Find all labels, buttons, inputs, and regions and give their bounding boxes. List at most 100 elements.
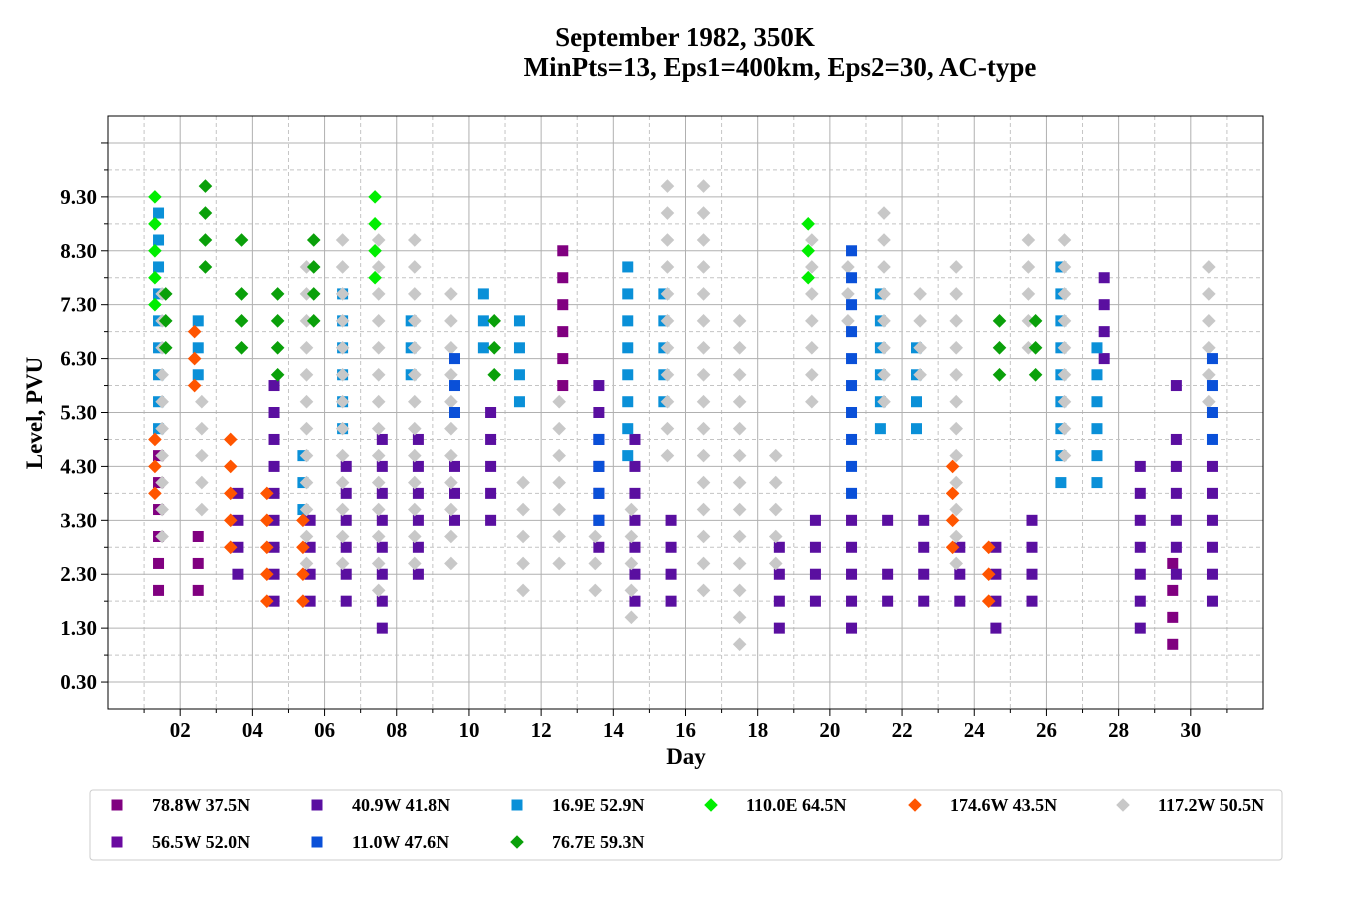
data-point <box>1202 314 1216 328</box>
x-tick-label: 18 <box>747 718 768 742</box>
data-point <box>299 448 314 463</box>
x-axis-label: Day <box>666 744 706 769</box>
data-point <box>1206 460 1218 472</box>
data-point <box>371 475 386 490</box>
data-point <box>270 367 285 382</box>
data-point <box>990 622 1002 634</box>
data-point <box>990 595 1002 607</box>
data-point <box>412 568 424 580</box>
data-point <box>1202 260 1216 274</box>
data-point <box>335 341 350 355</box>
data-point <box>1057 394 1072 409</box>
data-point <box>192 557 204 569</box>
data-point <box>660 260 675 274</box>
data-point <box>444 314 458 328</box>
data-point <box>552 556 566 571</box>
data-point <box>516 502 530 517</box>
data-point <box>153 584 165 596</box>
y-tick-label: 0.30 <box>60 670 97 694</box>
data-point <box>732 394 747 409</box>
data-point <box>846 245 858 257</box>
data-point <box>340 487 352 499</box>
data-point <box>260 567 274 582</box>
data-point <box>805 314 819 328</box>
data-point <box>198 260 213 274</box>
data-point <box>1134 487 1146 499</box>
data-point <box>195 421 209 436</box>
data-point <box>444 502 458 517</box>
data-point <box>665 595 677 607</box>
data-point <box>192 584 204 596</box>
data-point <box>660 206 675 220</box>
data-point <box>1057 367 1072 382</box>
data-point <box>593 380 605 392</box>
data-point <box>696 179 711 193</box>
data-point <box>376 568 388 580</box>
data-point <box>187 378 202 393</box>
data-point <box>1202 287 1216 301</box>
data-point <box>306 260 321 274</box>
data-point <box>485 514 497 526</box>
data-point <box>299 314 314 328</box>
data-point <box>407 529 422 544</box>
data-point <box>371 529 386 544</box>
data-point <box>368 190 382 204</box>
data-point <box>732 314 747 328</box>
data-point <box>846 433 858 445</box>
data-point <box>805 394 819 409</box>
data-point <box>696 287 711 301</box>
data-point <box>773 541 785 553</box>
data-point <box>407 502 422 517</box>
data-point <box>732 367 747 382</box>
data-point <box>371 233 386 247</box>
data-point <box>335 367 350 382</box>
data-point <box>877 206 891 220</box>
data-point <box>552 394 566 409</box>
data-point <box>1091 450 1103 462</box>
data-point <box>371 287 386 301</box>
data-point <box>949 394 964 409</box>
data-point <box>846 353 858 365</box>
data-point <box>624 556 639 571</box>
data-point <box>622 423 634 435</box>
data-point <box>234 233 249 247</box>
y-tick-label: 1.30 <box>60 616 97 640</box>
data-point <box>1091 423 1103 435</box>
data-point <box>407 421 422 436</box>
data-point <box>234 314 249 328</box>
data-point <box>513 369 525 381</box>
x-tick-label: 12 <box>531 718 552 742</box>
data-point <box>732 610 747 625</box>
data-point <box>1057 421 1072 436</box>
data-point <box>945 540 960 555</box>
data-point <box>732 502 747 517</box>
data-point <box>376 514 388 526</box>
data-point <box>846 487 858 499</box>
data-point <box>981 594 996 608</box>
legend-marker <box>908 798 922 812</box>
data-point <box>223 459 238 474</box>
legend-marker <box>311 836 323 848</box>
data-points <box>148 179 1218 652</box>
data-point <box>1091 342 1103 354</box>
data-point <box>949 475 964 490</box>
data-point <box>1134 514 1146 526</box>
data-point <box>588 583 603 598</box>
grid <box>108 116 1263 709</box>
data-point <box>335 287 350 301</box>
data-point <box>260 513 274 528</box>
data-point <box>846 541 858 553</box>
x-tick-label: 14 <box>603 718 625 742</box>
data-point <box>992 341 1007 355</box>
legend-label: 76.7E 59.3N <box>552 832 645 852</box>
data-point <box>1091 369 1103 381</box>
data-point <box>1170 568 1182 580</box>
data-point <box>340 514 352 526</box>
data-point <box>412 433 424 445</box>
data-point <box>299 421 314 436</box>
data-point <box>1021 233 1036 247</box>
data-point <box>412 460 424 472</box>
data-point <box>1167 611 1179 623</box>
data-point <box>557 326 569 338</box>
data-point <box>622 315 634 327</box>
